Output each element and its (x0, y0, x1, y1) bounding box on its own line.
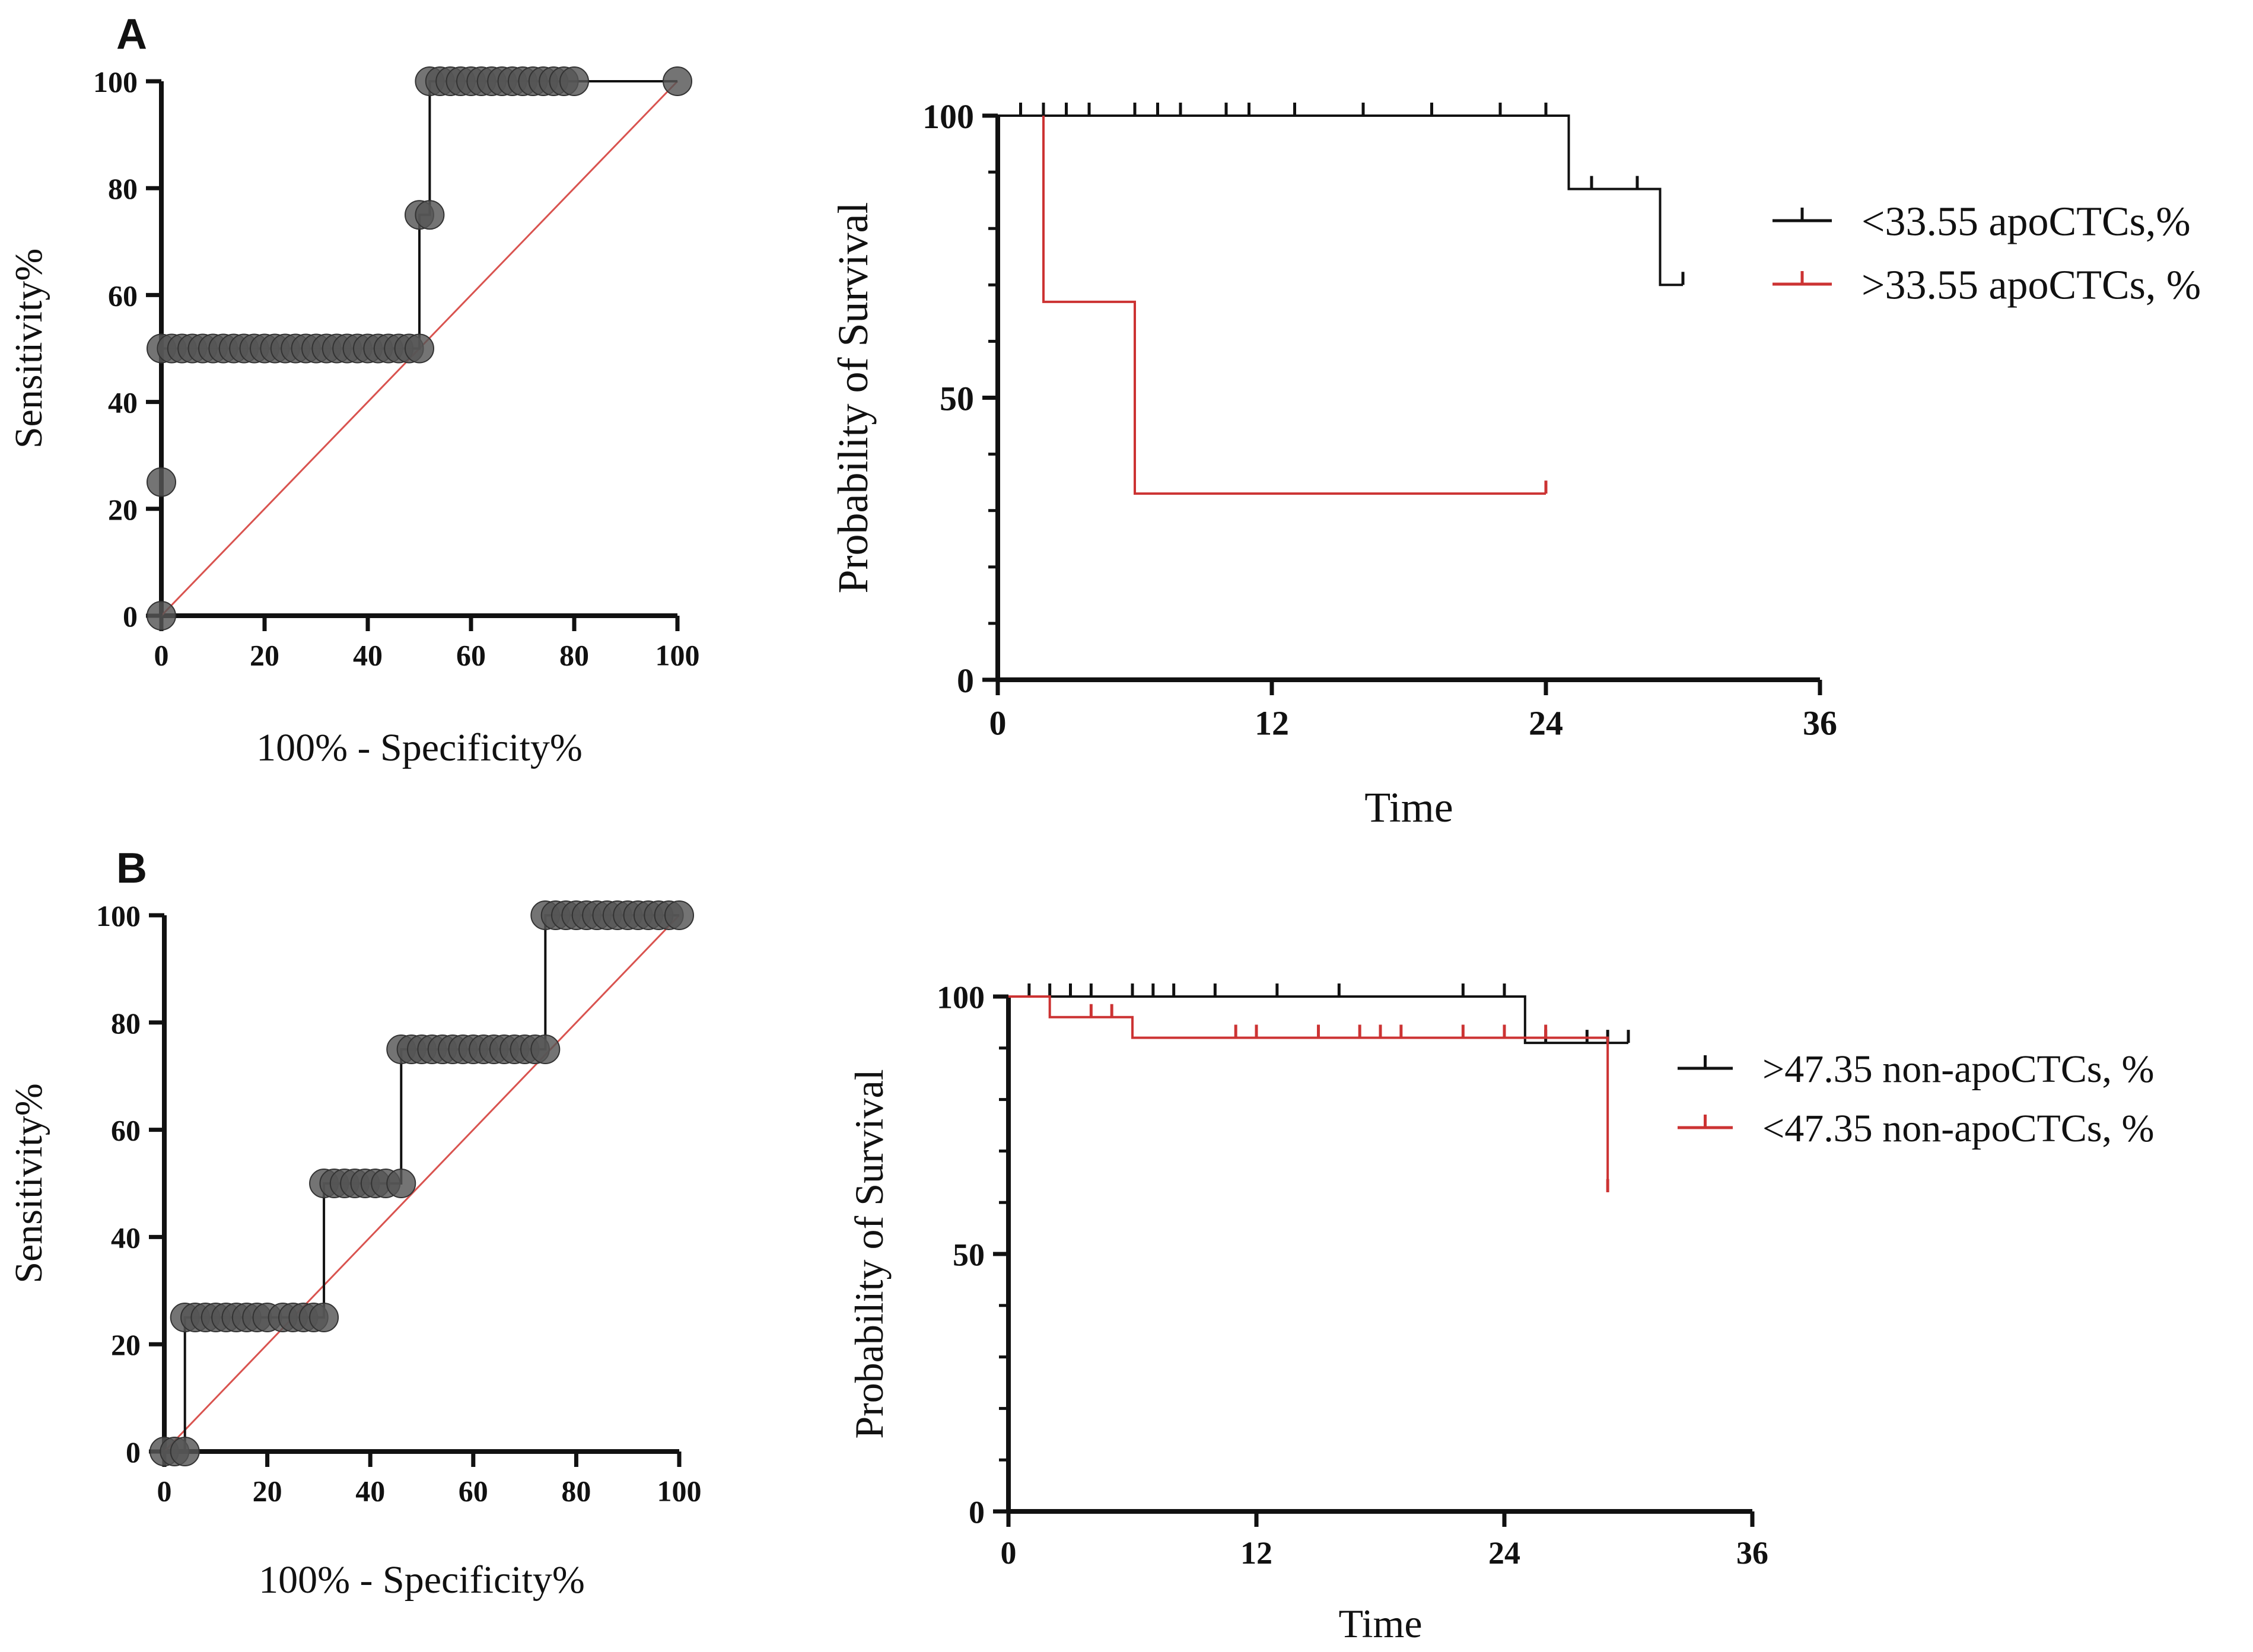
x-tick-label: 12 (1255, 704, 1289, 743)
y-tick-label: 20 (108, 493, 138, 526)
y-tick-label: 40 (108, 386, 138, 419)
y-tick-label: 40 (111, 1221, 141, 1254)
y-tick-label: 0 (957, 661, 974, 700)
x-tick-label: 24 (1488, 1535, 1520, 1571)
roc-point (664, 900, 694, 930)
x-tick-label: 36 (1803, 704, 1837, 743)
x-tick-label: 100 (657, 1475, 702, 1508)
x-tick-label: 0 (989, 704, 1007, 743)
y-tick-label: 60 (108, 279, 138, 312)
y-tick-label: 0 (969, 1494, 985, 1530)
x-tick-label: 0 (154, 639, 169, 672)
roc-point (559, 66, 589, 96)
panel-letter: A (116, 11, 147, 58)
roc-point (663, 66, 692, 96)
x-axis-label: 100% - Specificity% (259, 1558, 585, 1602)
survival-curve (998, 114, 1683, 287)
x-tick-label: 80 (561, 1475, 591, 1508)
y-axis-label: Probability of Survival (847, 1069, 892, 1438)
y-tick-label: 100 (93, 65, 138, 98)
roc-point (405, 333, 434, 364)
y-tick-label: 50 (953, 1237, 985, 1272)
y-axis-label: Probability of Survival (829, 202, 877, 594)
roc-point (386, 1169, 416, 1198)
roc-point (415, 200, 445, 230)
roc-point (309, 1303, 339, 1332)
y-axis-label: Sensitivity% (7, 1083, 50, 1283)
roc_b-chart: B 0 20 40 60 80 100 0 20 40 60 80 100 100% - Specific… (7, 845, 702, 1602)
km_a-chart: 0 12 24 36 0 50 100 Time Probability of Survival… (829, 97, 2201, 831)
y-tick-label: 100 (937, 979, 985, 1015)
y-tick-label: 0 (126, 1435, 141, 1469)
y-tick-label: 50 (940, 379, 974, 418)
y-tick-label: 0 (123, 600, 138, 633)
x-axis-label: Time (1364, 784, 1453, 831)
roc-point (147, 601, 176, 631)
x-tick-label: 36 (1736, 1535, 1768, 1571)
survival-curve (1008, 995, 1609, 1192)
km_b-chart: 0 12 24 36 0 50 100 Time Probability of Survival… (847, 979, 2155, 1646)
x-tick-label: 40 (355, 1475, 385, 1508)
roc-point (530, 1035, 561, 1064)
y-tick-label: 100 (922, 97, 974, 136)
survival-curve (1042, 116, 1546, 495)
legend-label: >47.35 non-apoCTCs, % (1762, 1048, 2155, 1091)
panel-letter: B (116, 845, 147, 892)
x-tick-label: 40 (353, 639, 383, 672)
legend-label: <47.35 non-apoCTCs, % (1762, 1107, 2155, 1150)
x-axis-label: 100% - Specificity% (256, 726, 583, 769)
x-tick-label: 0 (157, 1475, 172, 1508)
roc-curve (160, 80, 677, 616)
x-tick-label: 20 (250, 639, 279, 672)
x-tick-label: 60 (459, 1475, 488, 1508)
x-tick-label: 20 (253, 1475, 282, 1508)
roc-point (170, 1437, 200, 1466)
y-tick-label: 80 (108, 172, 138, 205)
x-tick-label: 60 (456, 639, 486, 672)
y-tick-label: 20 (111, 1328, 141, 1361)
y-tick-label: 80 (111, 1007, 141, 1040)
y-tick-label: 60 (111, 1114, 141, 1147)
x-axis-label: Time (1338, 1601, 1422, 1646)
x-tick-label: 100 (655, 639, 700, 672)
roc-point (147, 467, 176, 497)
y-axis-label: Sensitivity% (7, 249, 50, 448)
x-tick-label: 12 (1240, 1535, 1272, 1571)
survival-curve (1008, 995, 1628, 1045)
y-tick-label: 100 (96, 899, 141, 932)
legend-label: <33.55 apoCTCs,% (1861, 199, 2191, 245)
legend-label: >33.55 apoCTCs, % (1861, 263, 2201, 308)
x-tick-label: 24 (1529, 704, 1563, 743)
roc_a-chart: A 0 20 40 60 80 100 0 20 40 60 80 100 100% - Specific… (7, 11, 700, 769)
x-tick-label: 0 (1001, 1535, 1017, 1571)
x-tick-label: 80 (559, 639, 589, 672)
reference-line (163, 914, 680, 1453)
